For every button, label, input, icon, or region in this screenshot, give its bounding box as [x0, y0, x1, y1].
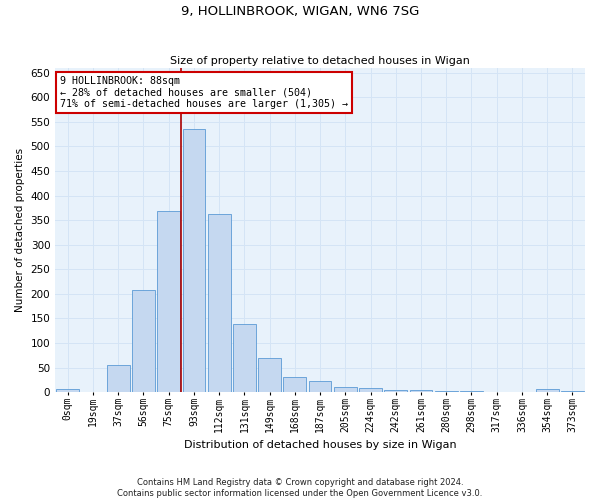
Bar — [233, 324, 256, 392]
Text: Contains HM Land Registry data © Crown copyright and database right 2024.
Contai: Contains HM Land Registry data © Crown c… — [118, 478, 482, 498]
Bar — [132, 290, 155, 392]
Bar — [334, 388, 356, 392]
Text: 9 HOLLINBROOK: 88sqm
← 28% of detached houses are smaller (504)
71% of semi-deta: 9 HOLLINBROOK: 88sqm ← 28% of detached h… — [61, 76, 349, 109]
Title: Size of property relative to detached houses in Wigan: Size of property relative to detached ho… — [170, 56, 470, 66]
X-axis label: Distribution of detached houses by size in Wigan: Distribution of detached houses by size … — [184, 440, 457, 450]
Bar — [208, 214, 230, 392]
Bar — [536, 389, 559, 392]
Bar — [385, 390, 407, 392]
Bar — [283, 378, 306, 392]
Bar — [182, 129, 205, 392]
Bar — [258, 358, 281, 392]
Bar — [309, 382, 331, 392]
Text: 9, HOLLINBROOK, WIGAN, WN6 7SG: 9, HOLLINBROOK, WIGAN, WN6 7SG — [181, 5, 419, 18]
Bar — [410, 390, 433, 392]
Bar — [359, 388, 382, 392]
Bar — [157, 211, 180, 392]
Bar — [107, 365, 130, 392]
Bar — [56, 389, 79, 392]
Y-axis label: Number of detached properties: Number of detached properties — [15, 148, 25, 312]
